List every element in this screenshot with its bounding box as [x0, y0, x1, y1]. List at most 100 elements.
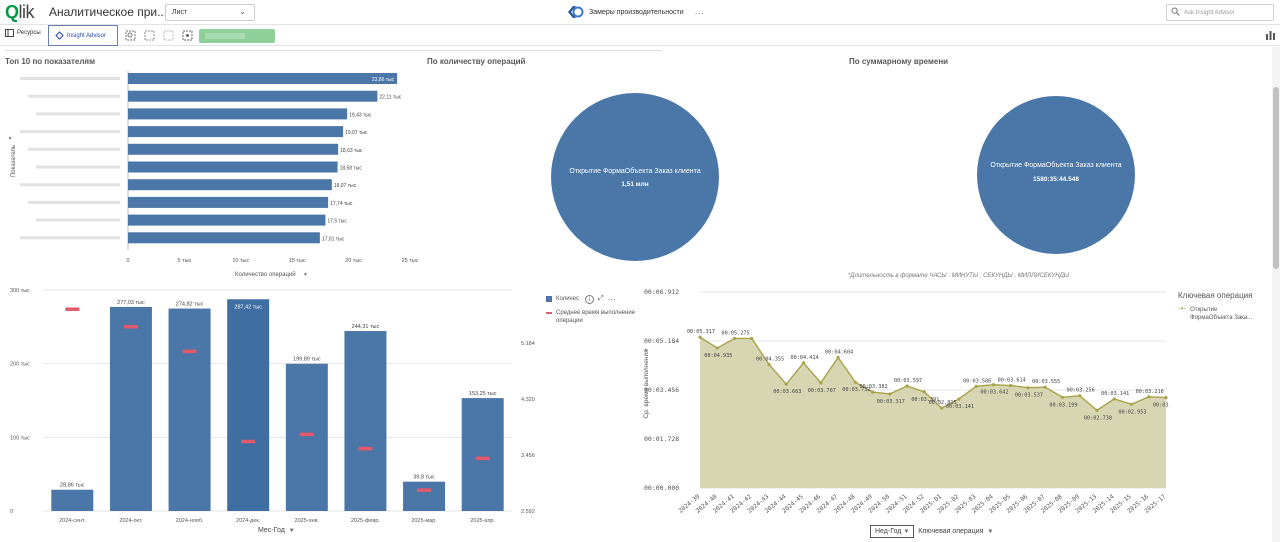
data-point[interactable] [1026, 386, 1030, 390]
bar-value-label: 18,63 тыс [340, 148, 363, 154]
point-value-label: 00:02.738 [1084, 415, 1112, 421]
data-point[interactable] [801, 361, 806, 365]
app-title[interactable]: Аналитическое при... [49, 5, 168, 19]
data-point[interactable] [957, 397, 961, 401]
scrollbar-thumb[interactable] [1273, 87, 1279, 269]
data-point[interactable] [1164, 395, 1168, 400]
step-back-icon[interactable] [163, 30, 174, 41]
point-value-label: 00:03.141 [946, 404, 974, 410]
data-point[interactable] [1147, 395, 1151, 399]
combo-dimension-selector[interactable]: Мес-Год ▼ [258, 527, 295, 534]
data-point[interactable] [1112, 397, 1116, 401]
data-point[interactable] [940, 406, 944, 410]
data-point[interactable] [905, 384, 909, 388]
avg-time-marker [358, 446, 373, 451]
bar[interactable] [128, 179, 332, 191]
data-point[interactable] [836, 355, 840, 360]
insight-search-input[interactable]: Ask Insight Advisor [1166, 4, 1274, 21]
data-point[interactable] [784, 382, 788, 386]
x-tick-label: 15 тыс [289, 258, 306, 264]
bar[interactable] [227, 299, 270, 511]
pie1-chart[interactable]: Открытие ФормаОбъекта Заказ клиента 1,51… [550, 93, 720, 263]
clear-selections-icon[interactable] [182, 30, 193, 41]
pie1-slice[interactable] [551, 93, 719, 261]
data-point[interactable] [698, 335, 702, 339]
legend-line-swatch: -•- [1178, 304, 1187, 313]
caret-down-icon: ▼ [8, 136, 14, 141]
more-options-icon[interactable]: ··· [694, 7, 704, 18]
data-point[interactable] [888, 392, 892, 396]
expand-icon[interactable]: ⤢ [598, 295, 604, 302]
bar[interactable] [51, 489, 94, 511]
sheet-select[interactable]: Лист ⌄ [165, 4, 255, 21]
dim-week-selector[interactable]: Нед-Год ▼ [870, 525, 915, 538]
x-tick-label: 25 тыс [402, 258, 419, 264]
bar[interactable] [128, 126, 344, 138]
y-tick-label: 00:01.728 [644, 435, 679, 443]
data-point[interactable] [1095, 408, 1099, 412]
bar[interactable] [128, 161, 338, 173]
data-point[interactable] [715, 346, 719, 350]
data-point[interactable] [991, 383, 996, 387]
selection-tool-icon[interactable] [144, 30, 155, 41]
avg-time-marker [475, 456, 490, 461]
bar[interactable] [128, 108, 348, 120]
bar[interactable] [403, 481, 446, 511]
resources-button[interactable]: Ресурсы [5, 29, 41, 37]
data-point[interactable] [1078, 394, 1082, 398]
pie2-chart[interactable]: Открытие ФормаОбъекта Заказ клиента 1580… [971, 93, 1141, 263]
vertical-scrollbar[interactable] [1272, 47, 1280, 542]
insight-advisor-button[interactable]: Insight Advisor [48, 25, 118, 46]
more-options-icon[interactable]: ··· [607, 294, 616, 304]
pie1-slice-label: Открытие ФормаОбъекта Заказ клиента [569, 167, 700, 175]
data-point[interactable] [922, 390, 926, 394]
bar[interactable] [461, 398, 504, 511]
point-value-label: 00:03.216 [1136, 389, 1164, 395]
bar[interactable] [344, 331, 387, 511]
y-axis-label: Ср. время выполнения [643, 349, 650, 419]
bar[interactable] [128, 143, 339, 155]
combo-chart[interactable]: 0 100 тыс 200 тыс 300 тыс 2.592 3.456 4.320 5.1… [0, 284, 640, 542]
data-point[interactable] [1060, 395, 1065, 399]
smart-search-icon[interactable] [125, 30, 136, 41]
data-point[interactable] [767, 362, 771, 367]
top10-chart[interactable]: 23,86 тыс 22,11 тыс 19,43 тыс 19,07 тыс 18,6… [0, 66, 430, 284]
data-point[interactable] [1009, 383, 1013, 388]
point-value-label: 00:03.586 [963, 378, 991, 384]
y-tick-label: 300 тыс [10, 288, 30, 294]
bar-value-label: 23,86 тыс [372, 77, 395, 83]
bar-chart-icon[interactable] [1266, 30, 1275, 40]
bar[interactable] [128, 73, 398, 84]
avg-time-marker [123, 324, 138, 329]
data-point[interactable] [819, 381, 823, 385]
chevron-down-icon: ⌄ [239, 7, 246, 16]
bar[interactable] [128, 90, 378, 102]
x-tick-label: 2024-сент. [59, 518, 86, 524]
pie2-slice[interactable] [977, 96, 1135, 254]
data-point[interactable] [732, 336, 737, 341]
qlik-logo[interactable]: Qlik [5, 2, 35, 22]
bar[interactable] [109, 306, 152, 511]
area-legend-item[interactable]: Открытие ФормаОбъекта Зака... [1190, 307, 1253, 321]
dim-operation-label[interactable]: Ключевая операция [918, 528, 984, 535]
data-point[interactable] [1043, 385, 1047, 389]
bar[interactable] [128, 214, 326, 226]
data-point[interactable] [853, 380, 857, 384]
data-point[interactable] [1129, 402, 1134, 406]
info-icon[interactable]: i [585, 294, 595, 304]
y-tick-label: 00:03.456 [644, 386, 679, 394]
bar-value-label: 17,74 тыс [330, 201, 353, 207]
duration-area-chart[interactable]: 00:00.000 00:01.728 00:03.456 00:05.184 00:0… [640, 284, 1170, 524]
avg-time-marker [65, 307, 80, 311]
bar-value-label: 39,8 тыс [413, 475, 435, 481]
selection-bar[interactable] [199, 29, 275, 43]
bar[interactable] [285, 363, 328, 511]
data-point[interactable] [974, 384, 978, 388]
divider [5, 50, 662, 51]
bar[interactable] [168, 308, 211, 511]
caret-down-icon[interactable]: ▼ [987, 528, 994, 535]
bar[interactable] [128, 196, 329, 208]
data-point[interactable] [750, 336, 754, 341]
bar[interactable] [128, 232, 320, 244]
data-point[interactable] [870, 390, 875, 394]
